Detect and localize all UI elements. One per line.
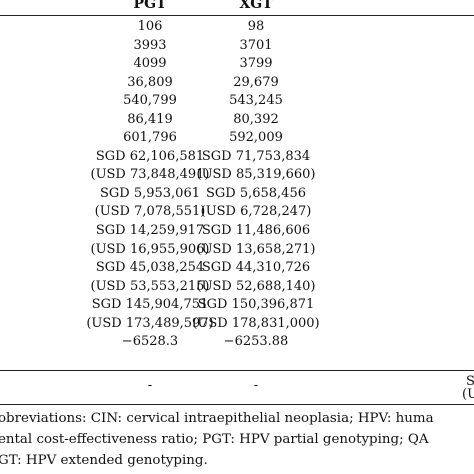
cell-xgt: SGD 71,753,834 (201, 148, 311, 164)
header-rule (0, 15, 474, 16)
cell-pgt: - (147, 378, 153, 393)
table-row: −6528.3 −6253.88 (0, 333, 474, 352)
table-bottom-rule (0, 404, 474, 405)
column-header-pgt: PGT (133, 0, 167, 12)
table-row: 86,419 80,392 (0, 111, 474, 130)
cell-pgt: SGD 62,106,581 (95, 148, 205, 164)
cell-pgt: (USD 53,553,215) (90, 278, 210, 294)
cell-xgt: 543,245 (229, 93, 283, 109)
table-row: 3993 3701 (0, 37, 474, 56)
column-header-xgt: XGT (239, 0, 273, 12)
table-row: SGD 145,904,751 SGD 150,396,871 (0, 296, 474, 315)
cell-xgt: −6253.88 (223, 334, 289, 350)
footnote-line: GT: HPV extended genotyping. (0, 453, 208, 468)
table-row: (USD 16,955,906) (USD 13,658,271) (0, 241, 474, 260)
cell-pgt: 601,796 (123, 130, 177, 146)
table-row: 4099 3799 (0, 55, 474, 74)
table-row: (USD 173,489,597) (USD 178,831,000) (0, 315, 474, 334)
cell-xgt: 98 (247, 19, 265, 34)
cell-pgt: 4099 (133, 56, 167, 72)
cell-pgt: SGD 5,953,061 (99, 185, 200, 201)
table-row: (USD 73,848,491) (USD 85,319,660) (0, 166, 474, 185)
table-header-row: PGT XGT (0, 0, 474, 16)
cell-pgt: (USD 73,848,491) (90, 167, 210, 183)
cell-pgt: 540,799 (123, 93, 177, 109)
table-footnote: obreviations: CIN: cervical intraepithel… (0, 408, 474, 471)
cell-pgt: SGD 45,038,254 (95, 260, 205, 276)
cell-xgt: (USD 13,658,271) (196, 241, 316, 257)
cell-pgt: (USD 16,955,906) (90, 241, 210, 257)
cell-xgt: 80,392 (233, 111, 279, 127)
cell-pgt: 36,809 (127, 74, 173, 90)
cell-xgt: 3701 (239, 37, 273, 53)
cell-xgt: (USD 52,688,140) (196, 278, 316, 294)
cell-pgt: SGD 14,259,917 (95, 223, 205, 239)
table-row: (USD 53,553,215) (USD 52,688,140) (0, 278, 474, 297)
footnote-line: ental cost-effectiveness ratio; PGT: HPV… (0, 432, 429, 447)
table-row: SGD 14,259,917 SGD 11,486,606 (0, 222, 474, 241)
cell-clipped-bottom: (U (462, 387, 474, 402)
cell-pgt: −6528.3 (121, 334, 179, 350)
table-row: 540,799 543,245 (0, 92, 474, 111)
cell-xgt: 29,679 (233, 74, 279, 90)
table-body: 106 98 3993 3701 4099 3799 36,809 29,679… (0, 18, 474, 352)
cell-xgt: SGD 150,396,871 (197, 297, 315, 313)
cell-xgt: 3799 (239, 56, 273, 72)
table-row: SGD 45,038,254 SGD 44,310,726 (0, 259, 474, 278)
table-row: 106 98 (0, 18, 474, 37)
cell-xgt: (USD 85,319,660) (196, 167, 316, 183)
table-row: (USD 7,078,551) (USD 6,728,247) (0, 203, 474, 222)
table-row: 601,796 592,009 (0, 129, 474, 148)
table-row: SGD 5,953,061 SGD 5,658,456 (0, 185, 474, 204)
cell-xgt: SGD 11,486,606 (201, 223, 311, 239)
cell-xgt: SGD 44,310,726 (201, 260, 311, 276)
cell-clipped-top: S (466, 374, 474, 389)
footnote-line: obreviations: CIN: cervical intraepithel… (0, 411, 434, 426)
section-rule (0, 370, 474, 371)
cell-xgt: (USD 6,728,247) (200, 204, 312, 220)
cell-pgt: 86,419 (127, 111, 173, 127)
cell-xgt: SGD 5,658,456 (205, 185, 306, 201)
cell-pgt: SGD 145,904,751 (91, 297, 209, 313)
cell-xgt: (USD 178,831,000) (192, 315, 320, 331)
cell-pgt: (USD 173,489,597) (86, 315, 214, 331)
table-row: 36,809 29,679 (0, 74, 474, 93)
cell-xgt: - (253, 378, 259, 393)
table-row: SGD 62,106,581 SGD 71,753,834 (0, 148, 474, 167)
cell-pgt: 106 (137, 19, 163, 34)
cell-pgt: (USD 7,078,551) (94, 204, 206, 220)
cell-pgt: 3993 (133, 37, 167, 53)
table-row-icer: - - S (U (0, 374, 474, 402)
cell-xgt: 592,009 (229, 130, 283, 146)
